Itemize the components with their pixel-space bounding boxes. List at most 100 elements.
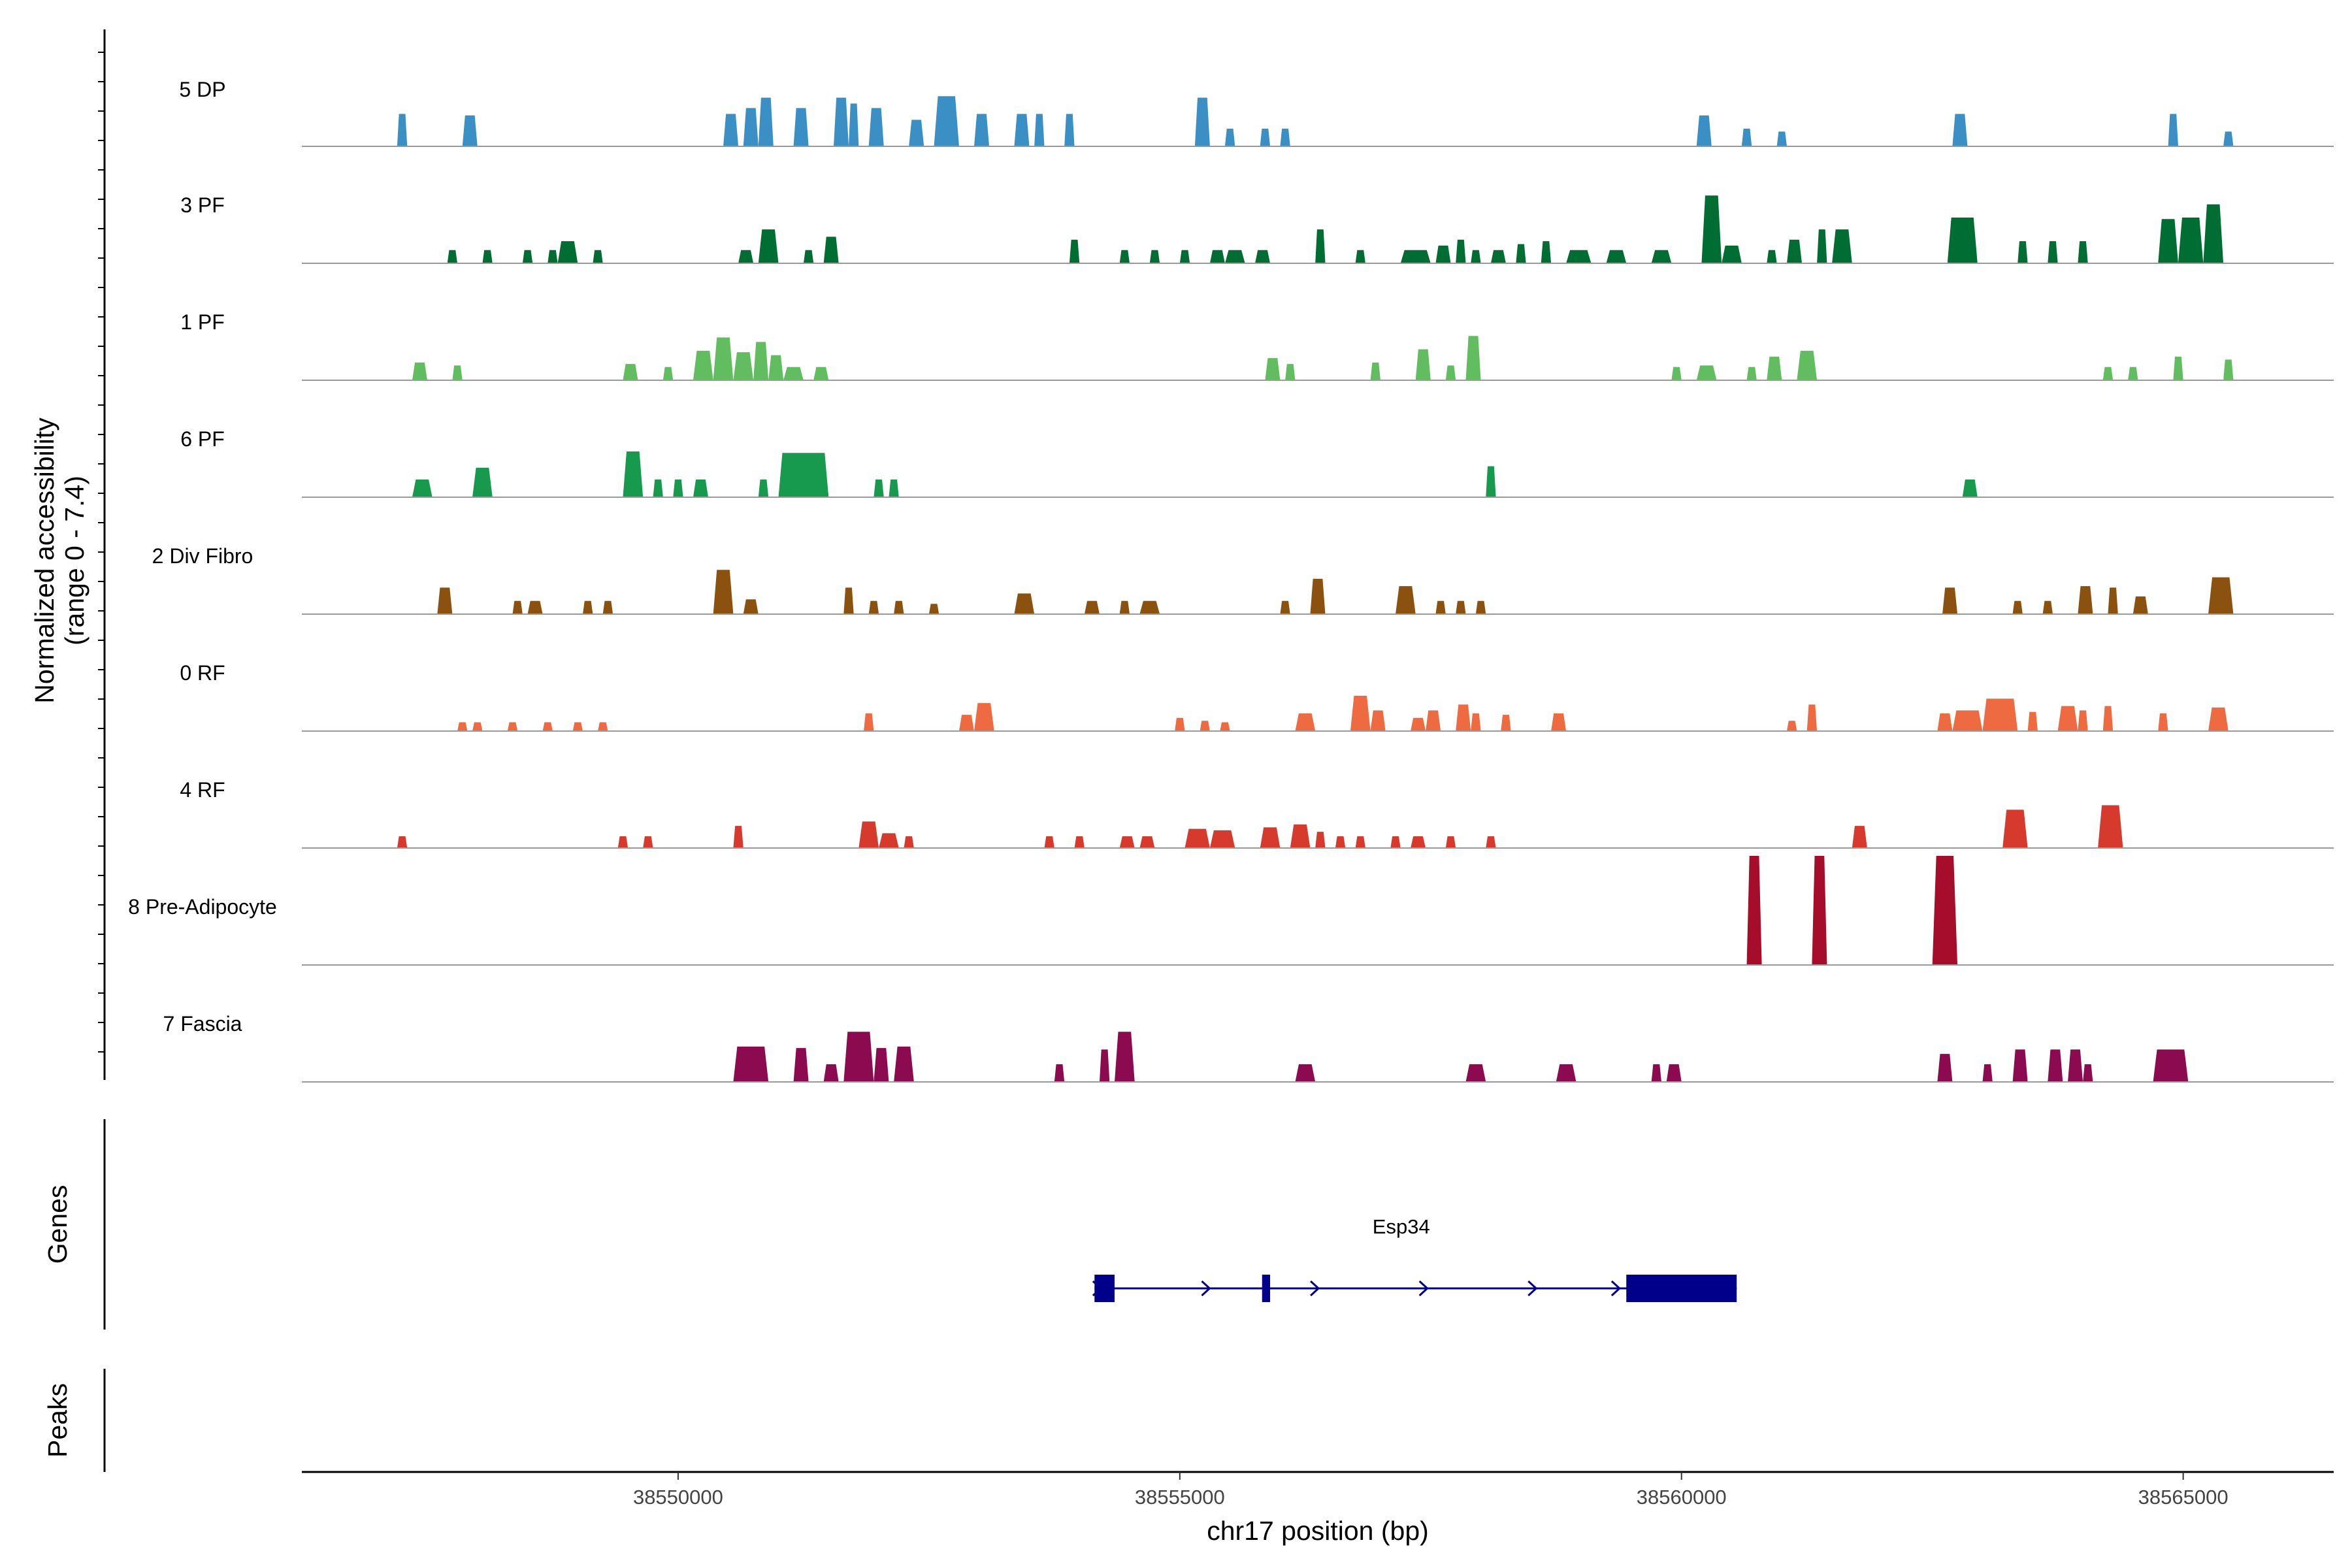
coverage-peak xyxy=(843,587,854,614)
coverage-peak xyxy=(1465,336,1481,380)
coverage-peak xyxy=(1084,600,1100,614)
coverage-peak xyxy=(2027,711,2038,731)
coverage-peak xyxy=(723,114,739,146)
genes-panel: Genes Esp34 xyxy=(42,1119,1737,1330)
coverage-peak xyxy=(1746,367,1757,380)
coverage-peak xyxy=(889,479,899,497)
strand-arrow-icon xyxy=(1201,1280,1211,1297)
coverage-peak xyxy=(557,241,578,263)
coverage-peak xyxy=(1064,114,1075,146)
coverage-peak xyxy=(2042,600,2053,614)
coverage-peak xyxy=(1435,245,1451,263)
coverage-peak xyxy=(1471,713,1481,731)
coverage-peak xyxy=(1942,587,1958,614)
track-3-pf: 3 PF xyxy=(180,193,2334,264)
coverage-peak xyxy=(864,713,874,731)
coverage-peak xyxy=(2078,710,2088,731)
coverage-peak xyxy=(1606,250,1627,263)
coverage-peak xyxy=(2208,577,2234,614)
coverage-peak xyxy=(1817,229,1827,263)
coverage-peak xyxy=(693,479,708,497)
coverage-peak xyxy=(753,342,769,380)
coverage-peak xyxy=(1355,250,1365,263)
coverage-peak xyxy=(758,229,779,263)
track-label: 4 RF xyxy=(180,778,225,802)
track-label: 0 RF xyxy=(180,661,225,685)
coverage-peak xyxy=(412,362,427,380)
coverage-peak xyxy=(1475,600,1486,614)
coverage-peak xyxy=(1400,250,1431,263)
coverage-peak xyxy=(572,722,583,731)
coverage-peak xyxy=(2173,356,2183,380)
coverage-peak xyxy=(973,114,990,146)
coverage-peak xyxy=(1280,600,1290,614)
y-axis-title-line2: (range 0 - 7.4) xyxy=(59,476,90,645)
coverage-peak xyxy=(1701,195,1722,263)
track-5-dp: 5 DP xyxy=(179,78,2334,147)
coverage-peak xyxy=(1556,1064,1576,1082)
coverage-peak xyxy=(1767,356,1782,380)
strand-arrow-icon xyxy=(1610,1280,1622,1297)
track-6-pf: 6 PF xyxy=(180,427,2334,498)
coverage-peak xyxy=(823,237,839,263)
gene-exon xyxy=(1626,1275,1737,1302)
coverage-peak xyxy=(1741,128,1752,146)
coverage-peak xyxy=(2078,586,2093,614)
coverage-peak xyxy=(662,367,674,380)
coverage-peak xyxy=(879,833,899,848)
track-label: 1 PF xyxy=(180,310,225,334)
coverage-peak xyxy=(1797,350,1818,380)
coverage-peak xyxy=(1852,826,1867,848)
coverage-peak xyxy=(2132,596,2148,614)
coverage-peak xyxy=(713,337,734,380)
coverage-peak xyxy=(472,467,493,497)
coverage-peak xyxy=(1396,586,1416,614)
coverage-peak xyxy=(1456,600,1466,614)
coverage-peak xyxy=(527,600,543,614)
gene-exon xyxy=(1094,1275,1115,1302)
coverage-peak xyxy=(1445,365,1456,380)
coverage-peak xyxy=(1832,229,1852,263)
coverage-peak xyxy=(1982,698,2018,731)
coverage-peak xyxy=(1541,241,1552,263)
coverage-peak xyxy=(1812,856,1827,965)
coverage-peak xyxy=(1224,250,1245,263)
coverage-peak xyxy=(758,97,774,146)
peaks-axis-title: Peaks xyxy=(42,1383,73,1458)
coverage-peak xyxy=(813,367,829,380)
coverage-peak xyxy=(1566,250,1592,263)
coverage-peak xyxy=(973,703,994,731)
coverage-peak xyxy=(1115,1032,1135,1082)
coverage-peak xyxy=(934,96,959,146)
coverage-peak xyxy=(743,108,759,146)
coverage-peak xyxy=(1445,836,1456,848)
coverage-peak xyxy=(958,715,974,731)
gene-model-esp34 xyxy=(1092,1275,1737,1302)
coverage-peak xyxy=(1651,1064,1662,1082)
coverage-peak xyxy=(1285,364,1296,380)
coverage-peak xyxy=(1456,704,1471,731)
coverage-peak xyxy=(1696,365,1717,380)
coverage-peak xyxy=(2017,241,2028,263)
coverage-peak xyxy=(823,1064,839,1082)
coverage-peak xyxy=(2012,1049,2028,1082)
coverage-peak xyxy=(598,722,608,731)
coverage-peak xyxy=(1220,722,1230,731)
coverage-peak xyxy=(858,821,879,848)
coverage-peak xyxy=(457,722,468,731)
coverage-peak xyxy=(1139,836,1155,848)
track-1-pf: 1 PF xyxy=(180,310,2334,381)
gene-exon xyxy=(1262,1275,1271,1302)
coverage-peak xyxy=(743,599,759,614)
coverage-peak xyxy=(1044,836,1054,848)
coverage-peak xyxy=(2102,706,2114,731)
x-axis-tick-label: 38565000 xyxy=(2138,1486,2229,1509)
peaks-panel: Peaks xyxy=(42,1369,106,1472)
coverage-peak xyxy=(1786,721,1797,731)
coverage-peak xyxy=(1175,717,1185,731)
coverage-peak xyxy=(1767,250,1777,263)
coverage-peak xyxy=(1265,358,1281,380)
coverage-peak xyxy=(1651,250,1672,263)
coverage-peak xyxy=(602,600,613,614)
coverage-peak xyxy=(1456,239,1466,263)
